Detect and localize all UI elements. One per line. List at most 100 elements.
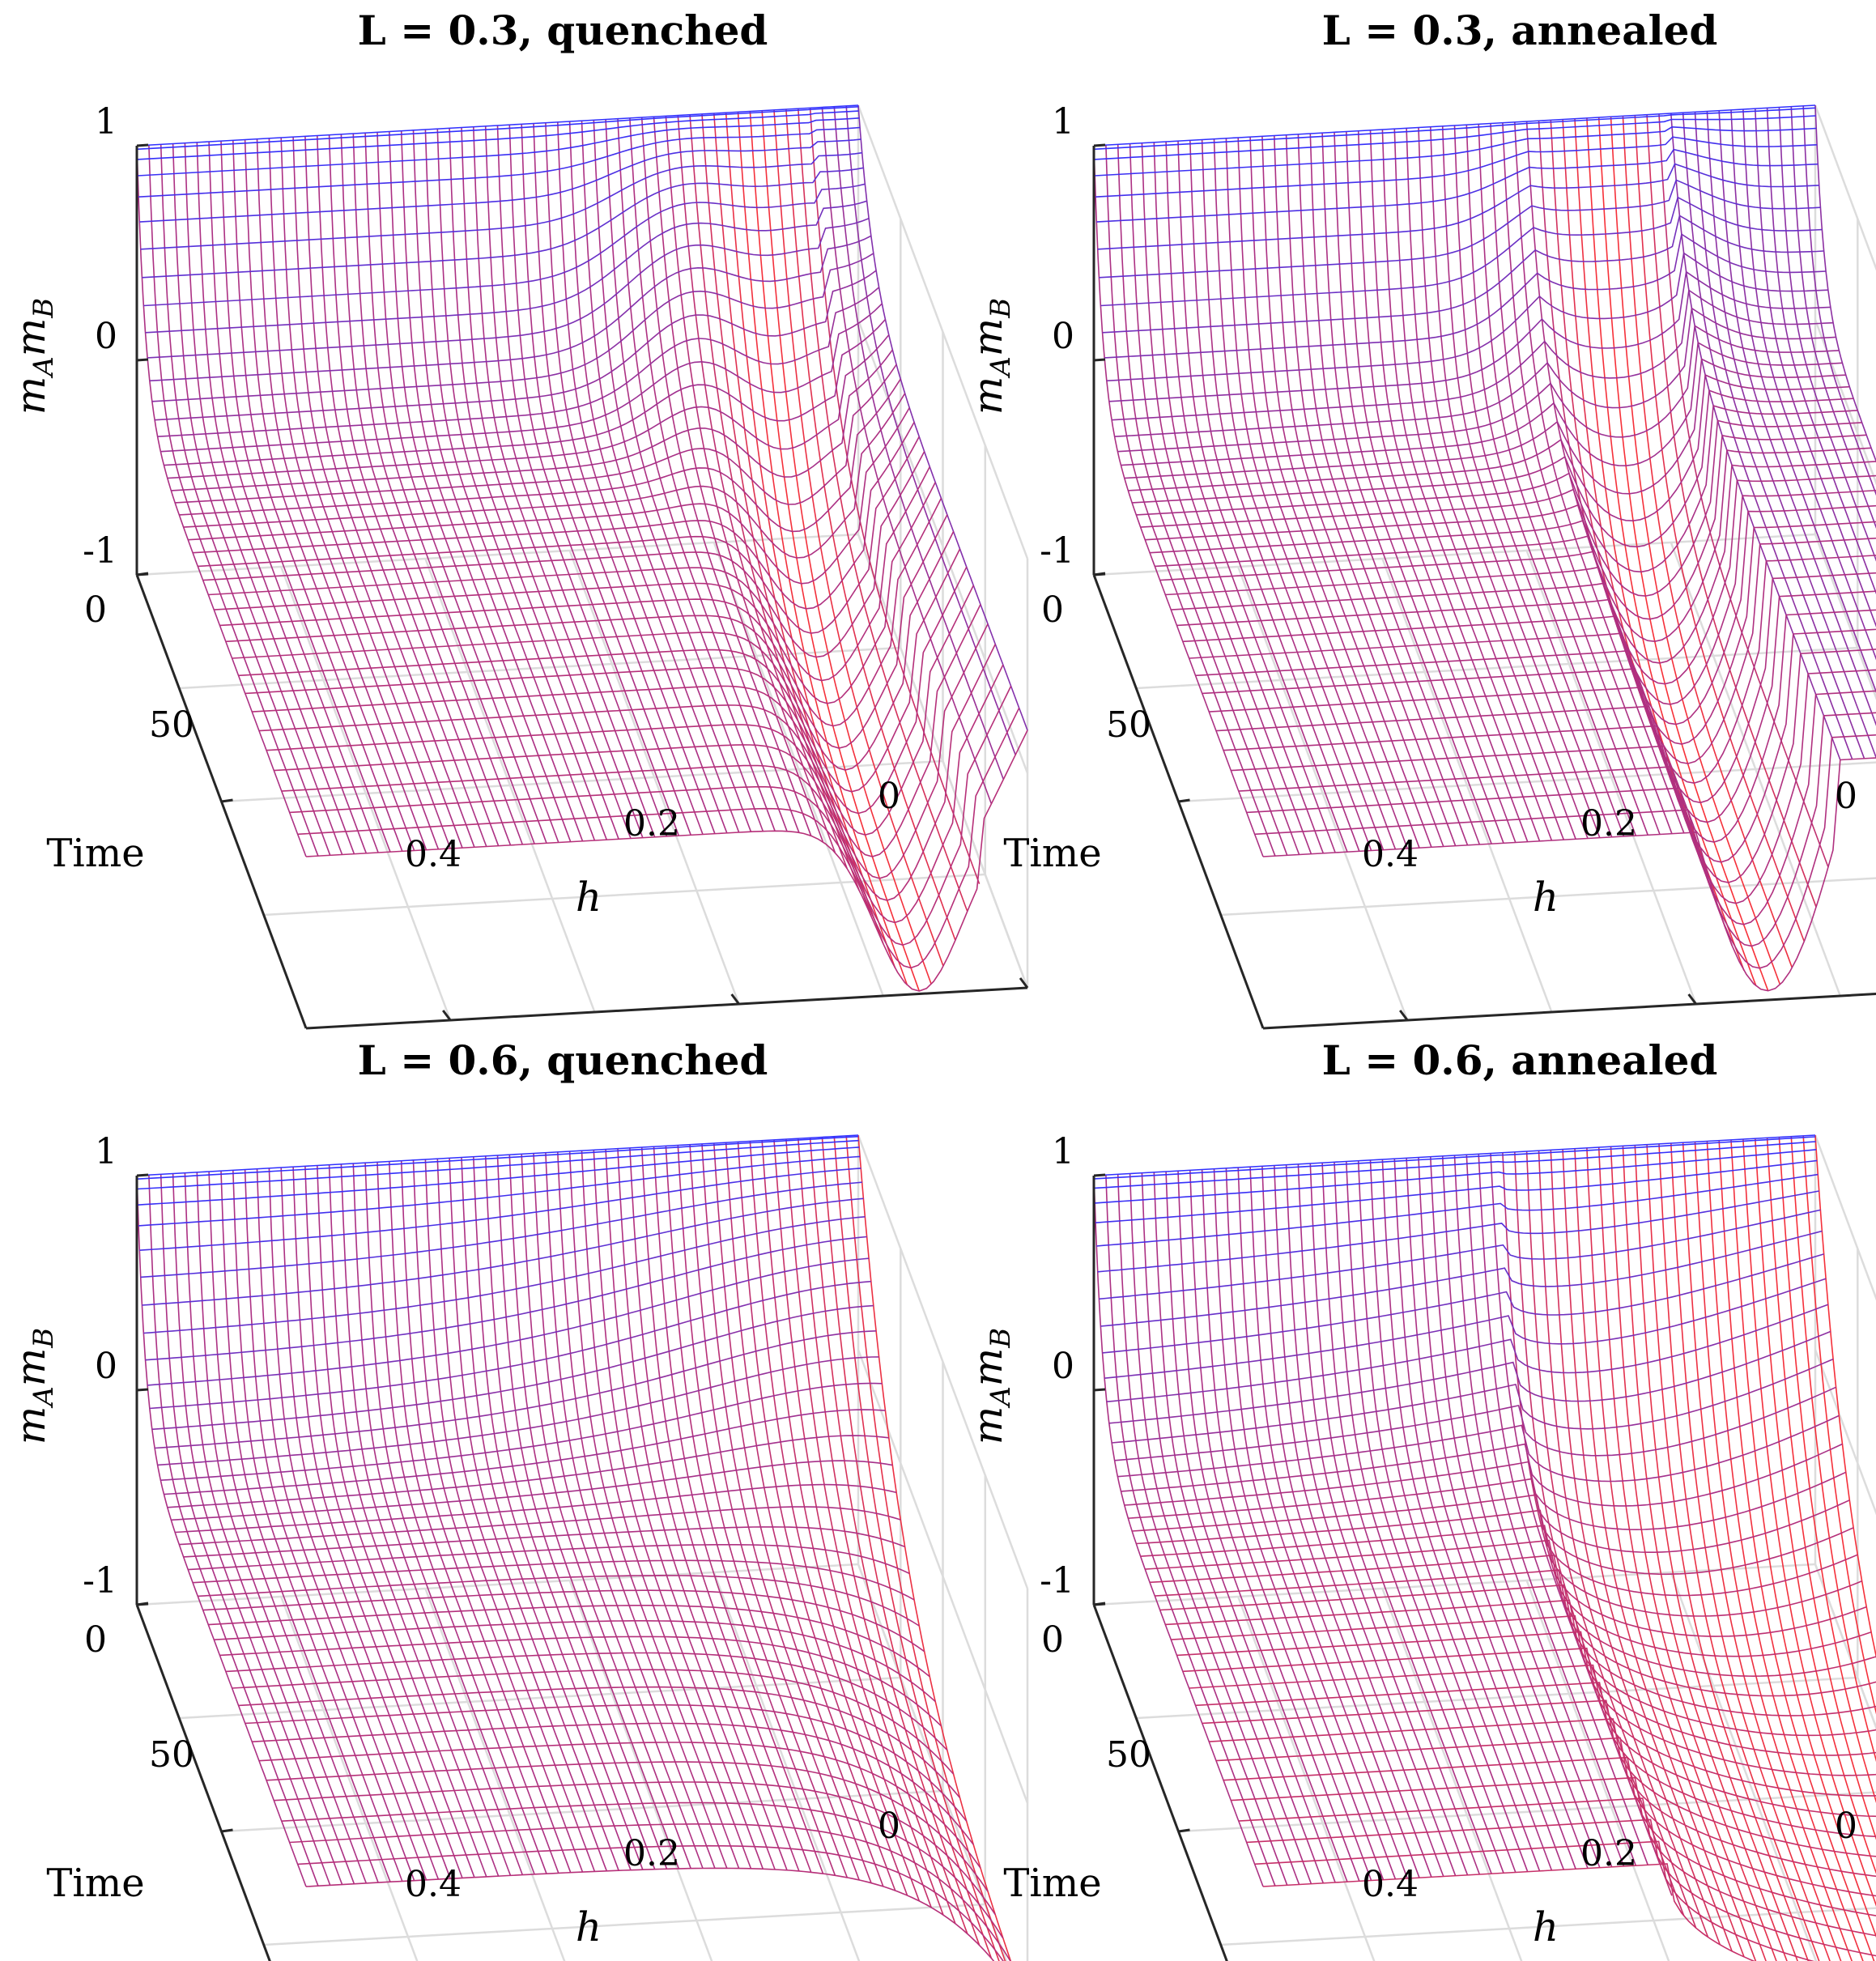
surface-line-h — [196, 142, 368, 854]
time-tick-mark — [221, 1828, 233, 1833]
surface-line-h — [1814, 1134, 1876, 1659]
surface-line-t — [140, 1181, 862, 1278]
y-ticks: 0 50 — [84, 589, 194, 746]
surface-line-h — [1742, 1138, 1876, 1907]
surface-line-h — [1597, 117, 1769, 991]
surface-mesh — [136, 1134, 1012, 1961]
surface-line-h — [436, 1159, 608, 1872]
surface-line-h — [568, 1151, 740, 1869]
surface-line-h — [713, 1142, 884, 1887]
surface-line-h — [220, 141, 391, 853]
surface-line-h — [725, 113, 896, 969]
surface-line-h — [1357, 1160, 1529, 1872]
surface-line-h — [785, 108, 956, 941]
surface-line-h — [232, 140, 403, 852]
surface-line-h — [1321, 133, 1492, 844]
surface-line-t — [155, 1330, 877, 1449]
surface-line-t — [1099, 1209, 1821, 1300]
z-tick-mark — [136, 143, 149, 147]
z-axis-label: mAmB — [7, 298, 60, 415]
x-tick-0: 0 — [1835, 1806, 1857, 1847]
z-tick-mark — [1093, 143, 1106, 147]
surface-line-h — [148, 145, 319, 857]
surface-line-h — [340, 1163, 512, 1876]
x-axis-label: h — [576, 874, 602, 921]
surface-line-h — [677, 115, 849, 870]
surface-line-h — [449, 128, 619, 840]
surface-line-h — [1237, 137, 1408, 849]
surface-line-h — [677, 1145, 849, 1878]
surface-line-h — [1225, 138, 1397, 850]
surface-line-h — [545, 122, 716, 834]
grid-line-floor-t — [136, 533, 859, 576]
surface-line-t — [138, 126, 861, 198]
surface-line-h — [1490, 123, 1661, 835]
surface-line-t — [160, 303, 883, 453]
surface-line-h — [1381, 1159, 1553, 1871]
surface-line-h — [389, 131, 559, 843]
x-ticks: 0.4 0.2 0 — [1362, 1806, 1857, 1905]
surface-line-h — [461, 1157, 632, 1870]
surface-line-t — [175, 364, 897, 505]
surface-line-h — [845, 1135, 1006, 1961]
surface-line-t — [1223, 649, 1876, 883]
surface-line-h — [617, 1148, 788, 1871]
surface-line-h — [1718, 1140, 1875, 1961]
surface-line-h — [1706, 111, 1876, 759]
surface-line-h — [533, 1153, 704, 1869]
surface-line-h — [1441, 1155, 1613, 1868]
surface-line-h — [1213, 1168, 1385, 1880]
surface-line-t — [198, 436, 920, 634]
surface-line-h — [1622, 1146, 1788, 1961]
surface-line-t — [1238, 690, 1876, 925]
surface-line-h — [364, 1163, 535, 1875]
time-tick-mark — [1093, 572, 1106, 576]
surface-line-h — [557, 1151, 728, 1869]
surface-line-h — [1261, 1166, 1432, 1878]
surface-line-t — [1145, 434, 1867, 620]
surface-line-h — [1706, 1141, 1864, 1961]
surface-line-t — [137, 1135, 859, 1180]
surface-line-h — [1418, 1157, 1589, 1869]
grid-line-floor-t — [136, 1563, 859, 1606]
surface-line-h — [593, 120, 764, 832]
surface-line-t — [145, 200, 867, 334]
surface-line-h — [1369, 130, 1541, 842]
surface-line-t — [1215, 628, 1876, 863]
z-tick-0: 0 — [95, 316, 117, 357]
surface-line-h — [1406, 1158, 1576, 1870]
surface-line-t — [138, 117, 860, 177]
surface-line-h — [857, 1134, 1012, 1961]
surface-line-h — [761, 110, 932, 985]
grid-line-wall-z — [1814, 534, 1876, 700]
surface-line-t — [1094, 107, 1816, 151]
surface-line-h — [484, 1155, 656, 1870]
surface-line-h — [473, 1156, 644, 1870]
grid-line-floor-t — [1220, 877, 1876, 917]
surface-line-h — [208, 1171, 379, 1883]
surface-line-t — [1145, 1539, 1867, 1637]
surface-line-h — [1586, 117, 1757, 987]
surface-line-t — [281, 1801, 1004, 1939]
h-tick-mark — [1687, 993, 1697, 1005]
surface-line-h — [1261, 136, 1432, 848]
surface-line-h — [400, 1160, 572, 1873]
surface-line-h — [1525, 1151, 1697, 1929]
y-axis-label: Time — [46, 831, 144, 876]
surface-line-h — [196, 1172, 368, 1884]
surface-line-h — [1141, 1172, 1312, 1884]
surface-line-h — [1597, 1146, 1767, 1961]
surface-line-t — [1096, 148, 1819, 223]
surface-line-h — [436, 129, 608, 840]
surface-line-t — [1095, 136, 1818, 198]
surface-line-h — [1634, 115, 1806, 942]
surface-line-h — [1550, 1150, 1721, 1946]
surface-line-h — [1694, 1142, 1853, 1961]
surface-mesh — [1093, 104, 1876, 992]
grid-line-floor-t — [263, 1903, 985, 1946]
surface-line-h — [1453, 125, 1625, 837]
surface-line-t — [245, 566, 968, 815]
grid-line-floor-t — [1136, 646, 1858, 690]
surface-line-h — [1478, 124, 1648, 836]
surface-line-h — [845, 105, 1016, 755]
